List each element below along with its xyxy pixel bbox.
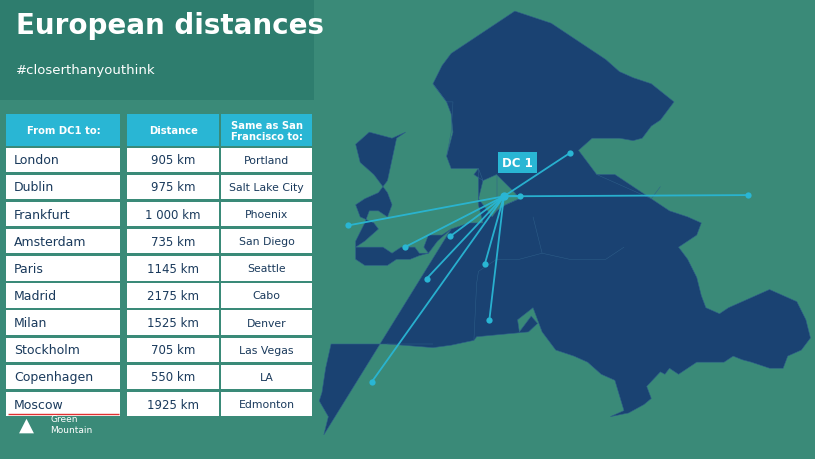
FancyBboxPatch shape (127, 365, 219, 389)
FancyBboxPatch shape (127, 230, 219, 254)
Text: From DC1 to:: From DC1 to: (27, 126, 100, 136)
Text: Dublin: Dublin (14, 181, 55, 194)
FancyBboxPatch shape (221, 230, 312, 254)
FancyBboxPatch shape (221, 175, 312, 200)
FancyBboxPatch shape (221, 338, 312, 362)
Text: 905 km: 905 km (151, 154, 196, 167)
Text: Denver: Denver (247, 318, 286, 328)
FancyBboxPatch shape (127, 148, 219, 173)
Text: LA: LA (260, 372, 274, 382)
Text: Madrid: Madrid (14, 289, 57, 302)
Text: Distance: Distance (149, 126, 198, 136)
FancyBboxPatch shape (127, 338, 219, 362)
Text: 1145 km: 1145 km (148, 262, 199, 275)
Text: Frankfurt: Frankfurt (14, 208, 71, 221)
FancyBboxPatch shape (7, 230, 121, 254)
Text: Copenhagen: Copenhagen (14, 370, 93, 384)
Text: Milan: Milan (14, 316, 47, 330)
FancyBboxPatch shape (127, 284, 219, 308)
FancyBboxPatch shape (7, 392, 121, 416)
FancyBboxPatch shape (0, 0, 314, 101)
FancyBboxPatch shape (221, 365, 312, 389)
Text: 975 km: 975 km (151, 181, 196, 194)
Text: Seattle: Seattle (247, 264, 286, 274)
FancyBboxPatch shape (127, 257, 219, 281)
Text: Stockholm: Stockholm (14, 343, 80, 357)
Text: Amsterdam: Amsterdam (14, 235, 86, 248)
FancyBboxPatch shape (127, 115, 219, 147)
FancyBboxPatch shape (7, 311, 121, 335)
FancyBboxPatch shape (221, 148, 312, 173)
Polygon shape (319, 12, 810, 435)
FancyBboxPatch shape (7, 257, 121, 281)
FancyBboxPatch shape (7, 148, 121, 173)
Text: Cabo: Cabo (253, 291, 280, 301)
FancyBboxPatch shape (7, 338, 121, 362)
Text: 550 km: 550 km (151, 370, 196, 384)
Text: Portland: Portland (244, 156, 289, 165)
Text: 1 000 km: 1 000 km (145, 208, 201, 221)
FancyBboxPatch shape (127, 175, 219, 200)
Text: Same as San
Francisco to:: Same as San Francisco to: (231, 120, 302, 142)
FancyBboxPatch shape (127, 202, 219, 227)
FancyBboxPatch shape (221, 284, 312, 308)
FancyBboxPatch shape (221, 257, 312, 281)
Text: Green
Mountain: Green Mountain (51, 414, 92, 434)
FancyBboxPatch shape (7, 115, 121, 147)
Text: 735 km: 735 km (151, 235, 196, 248)
Text: Phoenix: Phoenix (245, 210, 289, 219)
FancyBboxPatch shape (7, 202, 121, 227)
Text: London: London (14, 154, 59, 167)
Text: DC 1: DC 1 (502, 157, 533, 169)
Text: Moscow: Moscow (14, 397, 64, 411)
FancyBboxPatch shape (221, 311, 312, 335)
Text: Edmonton: Edmonton (239, 399, 294, 409)
Text: ▲: ▲ (19, 415, 34, 434)
Text: San Diego: San Diego (239, 237, 294, 246)
Text: Paris: Paris (14, 262, 44, 275)
FancyBboxPatch shape (7, 365, 121, 389)
Text: 1925 km: 1925 km (148, 397, 199, 411)
FancyBboxPatch shape (221, 392, 312, 416)
Text: Salt Lake City: Salt Lake City (229, 183, 304, 192)
FancyBboxPatch shape (221, 115, 312, 147)
Text: 1525 km: 1525 km (148, 316, 199, 330)
FancyBboxPatch shape (221, 202, 312, 227)
Text: Las Vegas: Las Vegas (240, 345, 293, 355)
FancyBboxPatch shape (7, 175, 121, 200)
FancyBboxPatch shape (127, 392, 219, 416)
Text: 705 km: 705 km (151, 343, 196, 357)
FancyBboxPatch shape (127, 311, 219, 335)
FancyBboxPatch shape (7, 284, 121, 308)
Text: #closerthanyouthink: #closerthanyouthink (15, 64, 156, 77)
Text: 2175 km: 2175 km (148, 289, 199, 302)
Text: European distances: European distances (15, 11, 324, 39)
